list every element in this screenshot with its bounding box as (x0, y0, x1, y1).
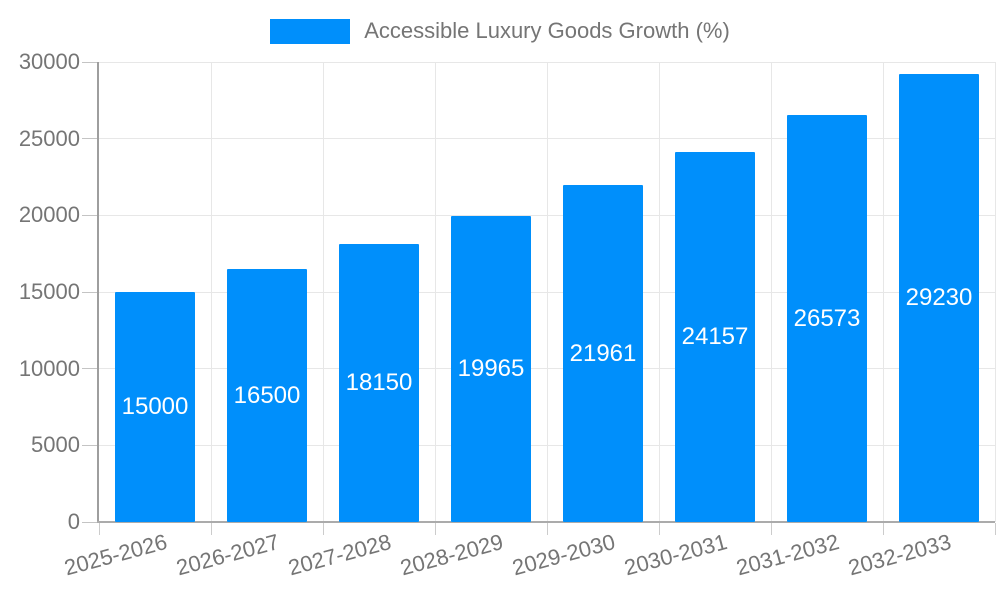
y-axis-line (97, 62, 99, 523)
y-axis-label: 5000 (31, 432, 80, 458)
x-gridline (434, 62, 436, 522)
y-axis-tick (82, 138, 99, 140)
y-axis-label: 20000 (18, 202, 80, 228)
x-axis-tick (210, 523, 212, 535)
bar[interactable]: 26573 (787, 115, 867, 522)
x-axis-tick (882, 523, 884, 535)
y-axis-tick (82, 214, 99, 216)
bar-value-label: 29230 (905, 284, 973, 311)
y-axis-tick (82, 61, 99, 63)
y-axis-tick (82, 368, 99, 370)
x-axis-tick (546, 523, 548, 535)
x-axis-tick (658, 523, 660, 535)
x-axis-label: 2026-2027 (173, 529, 282, 581)
legend-label: Accessible Luxury Goods Growth (%) (364, 18, 730, 43)
x-gridline (546, 62, 548, 522)
x-axis-tick (770, 523, 772, 535)
bar-value-label: 26573 (793, 304, 861, 332)
x-axis-tick (322, 523, 324, 535)
x-axis-line (97, 521, 995, 523)
bar[interactable]: 19965 (451, 216, 531, 522)
bar-value-label: 19965 (457, 355, 525, 382)
x-axis-label: 2027-2028 (285, 529, 394, 581)
bar[interactable]: 24157 (675, 152, 755, 522)
x-axis-label: 2028-2029 (397, 529, 506, 581)
x-axis-tick (434, 523, 436, 535)
x-axis-label: 2029-2030 (509, 529, 618, 581)
bar[interactable]: 18150 (339, 244, 419, 522)
bar-value-label: 21961 (569, 339, 637, 367)
x-gridline (994, 62, 996, 522)
bar-value-label: 16500 (233, 381, 301, 409)
x-gridline (882, 62, 884, 522)
legend: Accessible Luxury Goods Growth (%) (0, 18, 1000, 44)
y-axis-label: 0 (67, 509, 80, 534)
y-axis-tick (82, 521, 99, 523)
x-gridline (658, 62, 660, 522)
x-axis-label: 2032-2033 (845, 529, 954, 581)
x-gridline (770, 62, 772, 522)
x-axis-tick (98, 523, 100, 535)
bar[interactable]: 29230 (899, 74, 979, 522)
x-gridline (210, 62, 212, 522)
y-axis-tick (82, 444, 99, 446)
x-axis-label: 2030-2031 (621, 529, 730, 581)
y-axis-label: 25000 (18, 125, 80, 151)
x-axis-label: 2025-2026 (61, 529, 170, 581)
legend-item[interactable]: Accessible Luxury Goods Growth (%) (270, 18, 730, 44)
bar[interactable]: 15000 (115, 292, 195, 522)
legend-swatch-icon (270, 18, 351, 44)
bar[interactable]: 21961 (563, 185, 643, 522)
bar-value-label: 18150 (345, 369, 413, 396)
bar[interactable]: 16500 (227, 269, 307, 522)
y-axis-label: 15000 (18, 279, 80, 304)
bar-value-label: 24157 (681, 323, 749, 350)
x-axis-label: 2031-2032 (733, 529, 842, 581)
y-axis-label: 10000 (18, 355, 80, 381)
x-gridline (322, 62, 324, 522)
y-axis-label: 30000 (18, 49, 80, 74)
x-axis-tick (994, 523, 996, 535)
bar-value-label: 15000 (121, 393, 189, 420)
y-axis-tick (82, 291, 99, 293)
